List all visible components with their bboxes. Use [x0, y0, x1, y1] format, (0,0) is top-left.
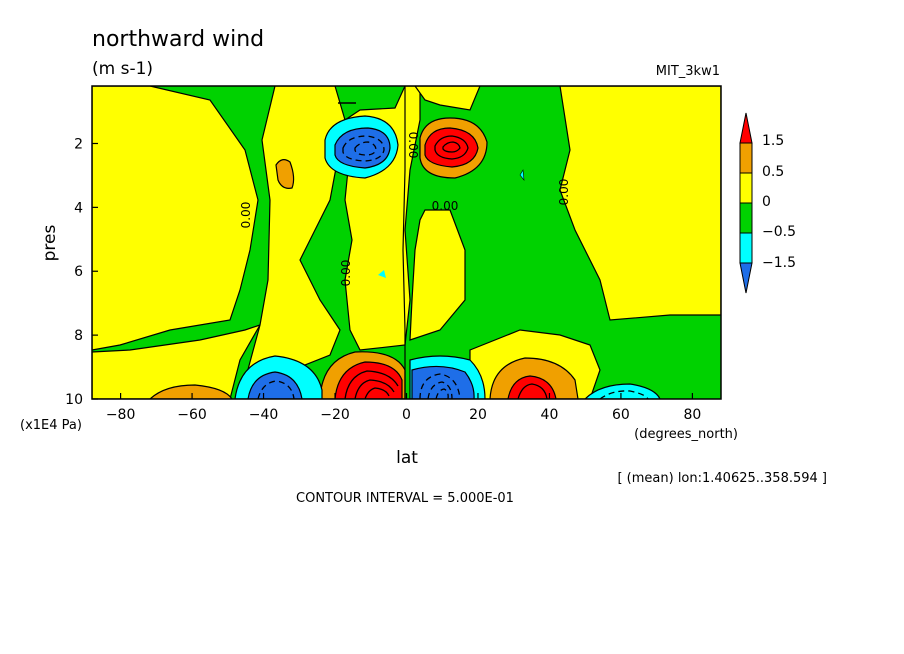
region-yellow-central-west — [239, 86, 346, 399]
zero-label-1: 0.00 — [239, 202, 253, 229]
colorbar-blue-triangle — [739, 262, 753, 294]
colorbar-red-triangle — [739, 112, 753, 144]
region-orange-far-south — [149, 384, 233, 399]
y-tick-label-3: 8 — [74, 328, 83, 344]
tiny-cyan-spot — [519, 169, 525, 181]
y-tick-label-2: 6 — [74, 264, 83, 280]
colorbar-cyan — [739, 232, 753, 264]
y-tick-label-4: 10 — [65, 392, 83, 408]
negative-contours — [257, 135, 649, 399]
colorbar-orange — [739, 142, 753, 174]
y-tick-label-1: 4 — [74, 200, 83, 216]
colorbar-label-4: −1.5 — [762, 255, 796, 271]
colorbar-green — [739, 202, 753, 234]
region-blue-sh-lower — [247, 371, 303, 399]
zero-label-3: 0.00 — [406, 132, 420, 159]
colorbar-label-0: 1.5 — [762, 133, 784, 149]
y-tick-label-0: 2 — [74, 136, 83, 152]
x-tick-label-8: 80 — [683, 407, 701, 423]
colorbar-yellow — [739, 172, 753, 204]
colorbar-label-3: −0.5 — [762, 224, 796, 240]
zero-label-2: 0.00 — [339, 260, 353, 287]
x-tick-label-0: −80 — [106, 407, 136, 423]
x-axis-ticks: −80 −60 −40 −20 0 20 40 60 80 — [106, 393, 701, 423]
region-yellow-west — [92, 86, 259, 351]
x-axis-label: lat — [396, 448, 418, 468]
region-yellow-north — [559, 86, 721, 321]
x-tick-label-5: 20 — [469, 407, 487, 423]
x-units-label: (degrees_north) — [634, 427, 738, 442]
y-axis-label: pres — [40, 225, 60, 262]
x-tick-label-3: −20 — [320, 407, 350, 423]
colorbar-label-1: 0.5 — [762, 164, 784, 180]
x-tick-label-4: 0 — [402, 407, 411, 423]
y-axis-ticks: 2 4 6 8 10 — [65, 136, 98, 408]
y-units-label: (x1E4 Pa) — [20, 418, 82, 433]
region-yellow-northeq — [409, 209, 466, 341]
x-tick-label-7: 60 — [612, 407, 630, 423]
zero-contour-equator — [402, 86, 406, 399]
positive-contours — [344, 135, 548, 399]
zero-labels: 0.00 0.00 0.00 0.00 0.00 — [239, 132, 571, 287]
mean-label: [ (mean) lon:1.40625..358.594 ] — [617, 471, 827, 486]
x-tick-label-1: −60 — [177, 407, 207, 423]
colorbar: 1.5 0.5 0 −0.5 −1.5 — [739, 112, 796, 294]
region-red-nh-upper — [424, 127, 479, 168]
chart-title: northward wind — [92, 27, 264, 52]
x-tick-label-2: −40 — [249, 407, 279, 423]
x-tick-label-6: 40 — [541, 407, 559, 423]
zero-label-5: 0.00 — [557, 179, 571, 206]
model-label: MIT_3kw1 — [656, 64, 720, 79]
region-orange-small — [275, 159, 295, 189]
colorbar-label-2: 0 — [762, 194, 771, 210]
region-yellow-top-gap — [414, 86, 481, 111]
region-cyan-small — [378, 270, 386, 278]
plot-area — [92, 86, 721, 399]
contour-interval-label: CONTOUR INTERVAL = 5.000E-01 — [296, 491, 514, 506]
zero-label-4: 0.00 — [432, 199, 459, 213]
chart-units: (m s-1) — [92, 59, 153, 79]
